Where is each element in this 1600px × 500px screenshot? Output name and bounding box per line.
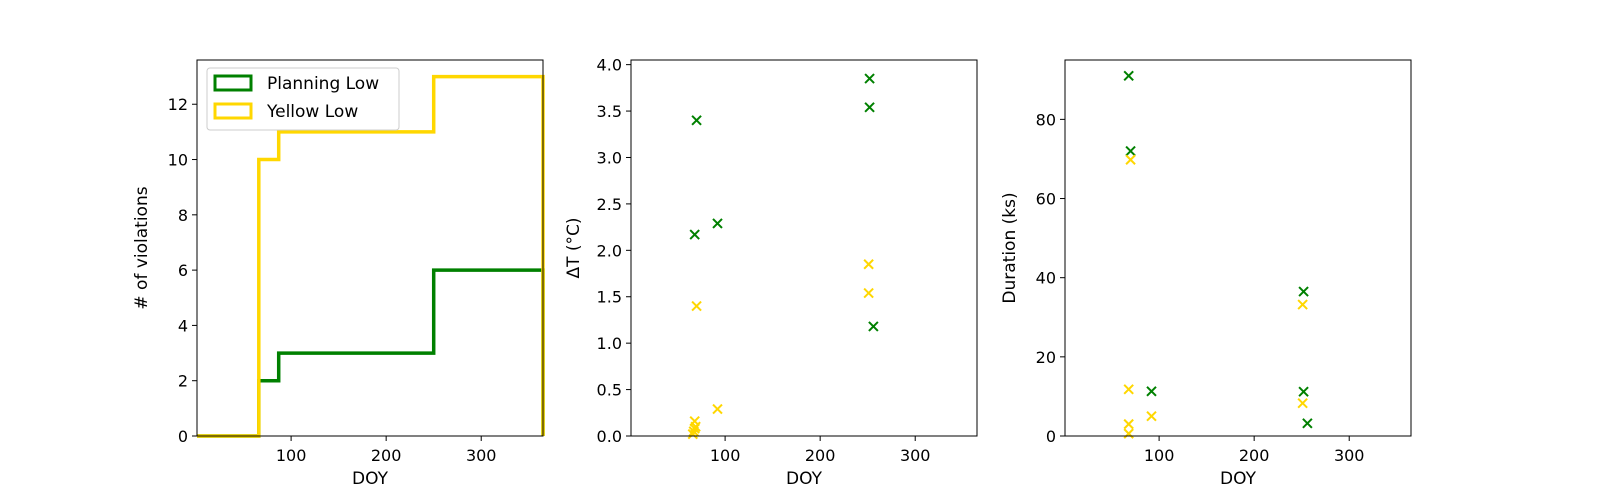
plot-frame [630,59,978,437]
legend-label-planning-low: Planning Low [267,74,379,94]
legend-swatch-planning-low [213,74,253,92]
y-tick-label: 0 [178,427,188,446]
plot-frame [1064,59,1412,437]
planning-low-marker [864,73,875,84]
yellow-low-marker [690,421,701,432]
planning-low-marker [868,321,879,332]
x-tick-label: 200 [805,446,836,465]
y-tick-label: 60 [1036,190,1056,209]
x-tick-label: 100 [276,446,307,465]
x-tick-label: 300 [1334,446,1365,465]
y-axis-label: Duration (ks) [1000,192,1020,303]
planning-low-step-line [197,268,545,438]
y-axis-label: # of violations [132,186,152,309]
yellow-low-step-line [197,74,545,438]
y-tick-label: 6 [178,261,188,280]
x-tick-label: 300 [466,446,497,465]
yellow-low-marker [863,259,874,270]
y-tick-label: 4.0 [597,56,622,75]
violations-step-chart: 100 200 300 0 2 4 6 8 10 12 DOY # of violations P… [132,59,545,489]
planning-low-marker [1123,70,1134,82]
y-tick-label: 3.0 [597,148,622,167]
y-axis-label: ΔT (°C) [564,217,584,278]
yellow-low-marker [1297,397,1308,409]
legend: Planning Low Yellow Low [206,67,400,131]
y-tick-label: 12 [168,95,188,114]
yellow-low-marker [687,428,698,440]
y-tick-label: 2.0 [597,241,622,260]
planning-low-marker [712,218,723,229]
y-tick-label: 2 [178,372,188,391]
yellow-low-marker [712,403,723,415]
y-tick-label: 1.5 [597,288,622,307]
yellow-low-marker [863,287,874,299]
x-axis-label: DOY [352,469,389,489]
planning-low-marker [691,115,702,126]
y-tick-label: 0 [1046,427,1056,446]
x-tick-label: 100 [1144,446,1175,465]
planning-low-marker [864,102,875,113]
delta-t-scatter-chart: 100 200 300 0.0 0.5 1.0 1.5 2.0 2.5 3.0 3.5 4.0 DOY… [564,56,978,489]
legend-label-yellow-low: Yellow Low [266,102,358,122]
duration-scatter-chart: 100 200 300 0 20 40 60 80 DOY Duration (ks) [1000,59,1412,489]
yellow-low-marker [1123,428,1134,439]
planning-low-marker [1302,418,1313,429]
x-tick-label: 200 [1239,446,1270,465]
planning-low-marker [1125,145,1136,157]
yellow-low-marker [691,300,702,312]
yellow-low-marker [1125,154,1136,165]
y-tick-label: 0.0 [597,427,622,446]
x-axis-label: DOY [786,469,823,489]
y-tick-label: 20 [1036,348,1056,367]
x-tick-label: 200 [371,446,402,465]
y-tick-label: 8 [178,206,188,225]
planning-low-marker [1146,386,1157,397]
legend-box [206,67,400,131]
x-tick-label: 300 [900,446,931,465]
y-tick-label: 40 [1036,269,1056,288]
yellow-low-marker [1297,299,1308,310]
legend-swatch-yellow-low [213,102,253,120]
planning-low-marker [689,229,700,240]
yellow-low-marker [1123,418,1134,430]
planning-low-marker [1298,386,1309,397]
y-tick-label: 4 [178,316,188,335]
y-tick-label: 80 [1036,110,1056,129]
x-tick-label: 100 [710,446,741,465]
x-axis-label: DOY [1220,469,1257,489]
planning-low-marker [1298,286,1309,297]
y-tick-label: 0.5 [597,381,622,400]
plot-frame [196,59,544,437]
y-tick-label: 1.0 [597,334,622,353]
yellow-low-marker [1123,384,1134,395]
y-tick-label: 3.5 [597,102,622,121]
y-tick-label: 2.5 [597,195,622,214]
yellow-low-marker [1146,411,1157,422]
y-tick-label: 10 [168,151,188,170]
